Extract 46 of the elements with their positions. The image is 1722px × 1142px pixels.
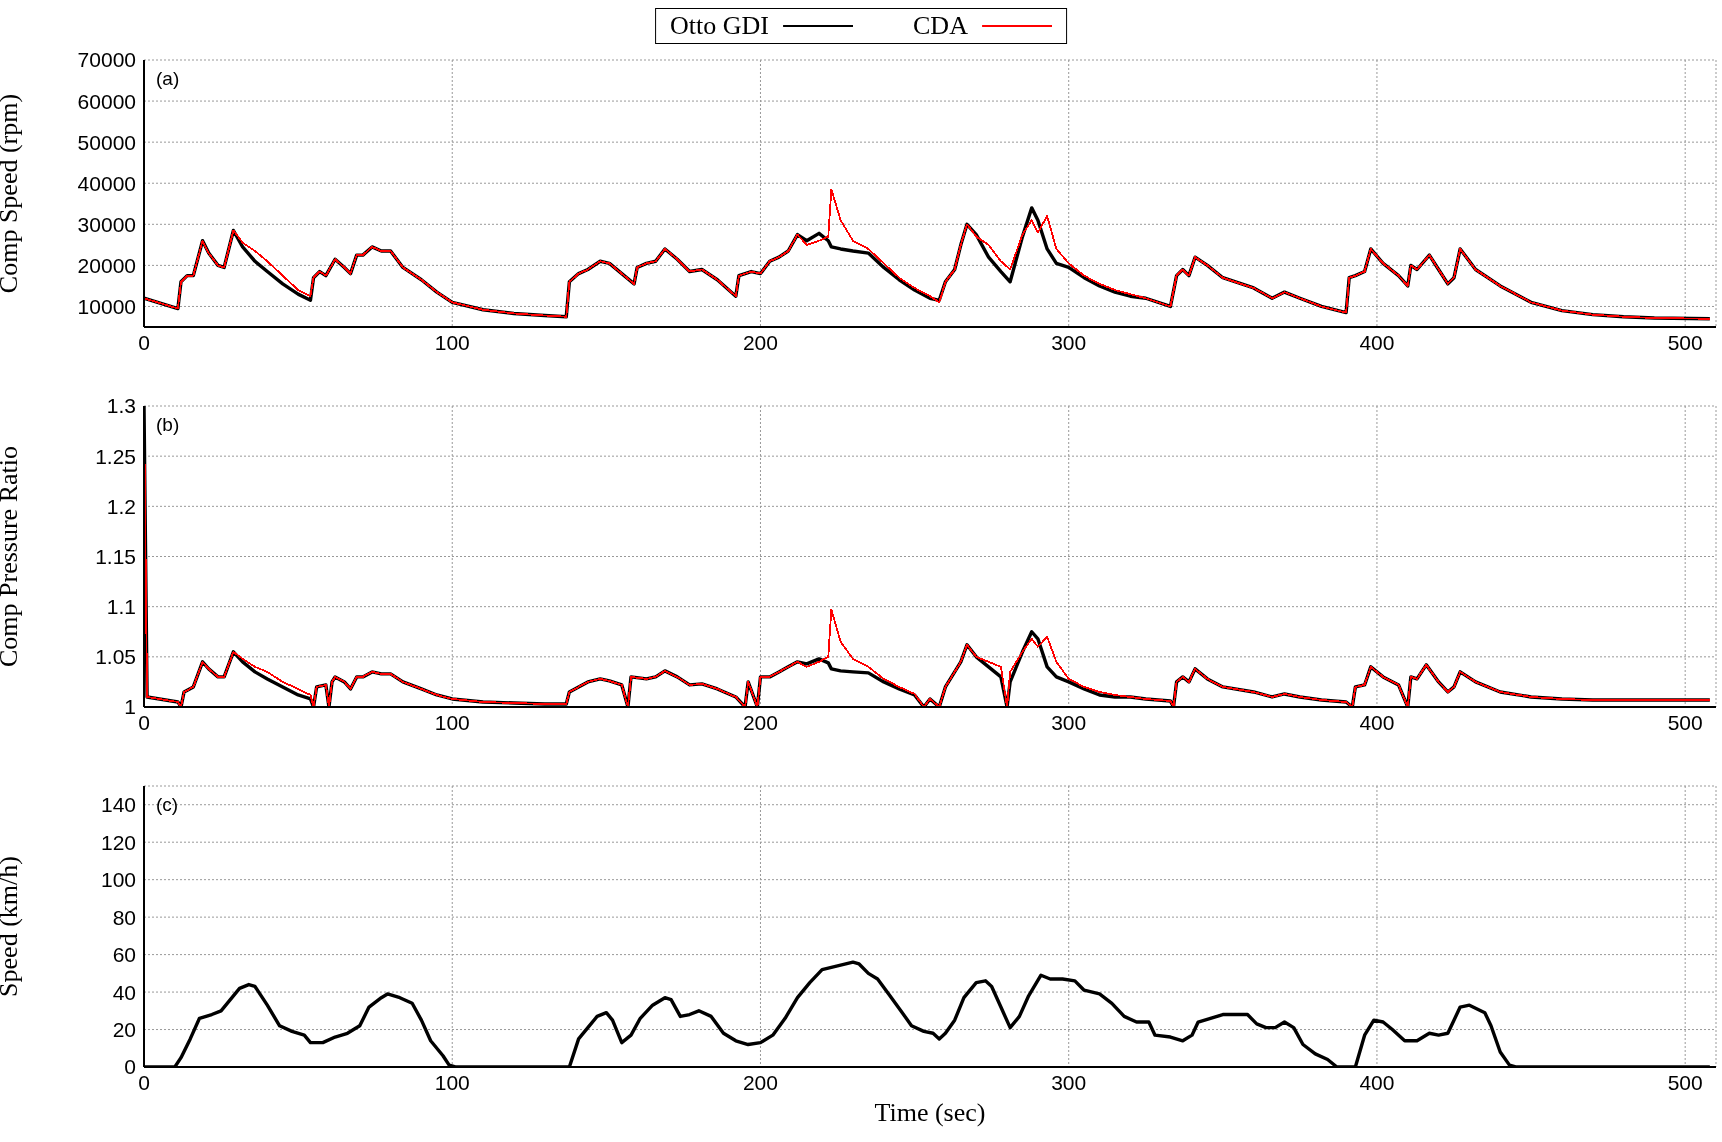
y-tick-label: 140: [100, 793, 136, 817]
x-tick-label: 100: [434, 330, 470, 354]
x-tick-label: 400: [1359, 330, 1395, 354]
y-tick-label: 1.25: [95, 444, 136, 468]
x-tick-label: 400: [1359, 1070, 1395, 1094]
x-tick-label: 300: [1051, 710, 1087, 734]
y-tick-label: 40000: [77, 171, 136, 195]
y-tick-label: 30000: [77, 212, 136, 236]
y-tick-label: 40: [112, 980, 136, 1004]
x-tick-label: 200: [742, 710, 778, 734]
annotation: (a): [156, 68, 180, 90]
x-tick-label: 100: [434, 710, 470, 734]
y-tick-label: 1.15: [95, 544, 136, 568]
y-axis-title: Comp Speed (rpm): [0, 93, 24, 294]
legend-label: CDA: [913, 11, 968, 41]
x-tick-label: 400: [1359, 710, 1395, 734]
x-tick-label: 300: [1051, 1070, 1087, 1094]
y-tick-label: 1: [124, 695, 136, 719]
y-tick-label: 1.05: [95, 645, 136, 669]
y-tick-label: 0: [124, 1055, 136, 1079]
annotation: (b): [156, 414, 180, 436]
y-tick-label: 20000: [77, 253, 136, 277]
x-tick-label: 300: [1051, 330, 1087, 354]
y-tick-label: 10000: [77, 294, 136, 318]
x-tick-label: 100: [434, 1070, 470, 1094]
x-tick-label: 200: [742, 1070, 778, 1094]
y-tick-label: 20: [112, 1017, 136, 1041]
annotation: (c): [156, 794, 179, 816]
y-axis-title: Comp Pressure Ratio: [0, 446, 24, 667]
x-tick-label: 500: [1667, 330, 1703, 354]
x-axis-title: Time (sec): [874, 1098, 986, 1127]
y-tick-label: 80: [112, 905, 136, 929]
y-tick-label: 100: [100, 868, 136, 892]
x-tick-label: 200: [742, 330, 778, 354]
y-tick-label: 50000: [77, 130, 136, 154]
y-tick-label: 70000: [77, 48, 136, 72]
x-tick-label: 500: [1667, 1070, 1703, 1094]
y-tick-label: 1.2: [106, 494, 136, 518]
x-tick-label: 500: [1667, 710, 1703, 734]
y-tick-label: 60: [112, 943, 136, 967]
y-axis-title: Speed (km/h): [0, 856, 24, 997]
y-tick-label: 1.3: [106, 394, 136, 418]
y-tick-label: 1.1: [106, 595, 136, 619]
y-tick-label: 120: [100, 830, 136, 854]
legend-label: Otto GDI: [670, 11, 770, 41]
y-tick-label: 60000: [77, 89, 136, 113]
